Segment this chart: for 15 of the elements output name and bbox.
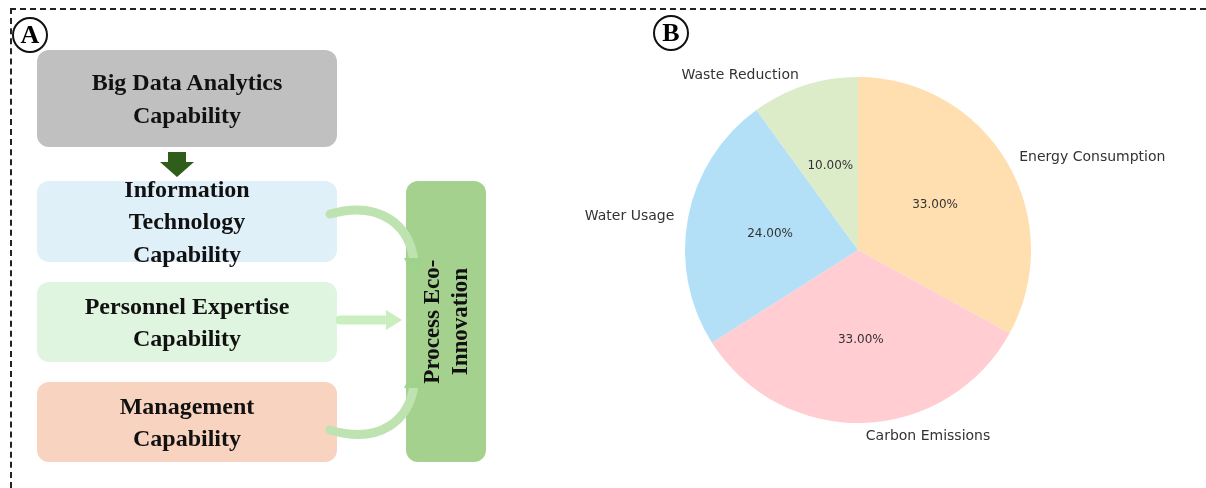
chart-title: B <box>653 15 689 51</box>
data-label: 33.00% <box>837 332 884 347</box>
text: Process Eco-Innovation <box>418 258 473 386</box>
text: Information Technology Capability <box>123 174 251 269</box>
slice-label: Water Usage <box>584 207 675 224</box>
slice-label: Waste Reduction <box>681 66 799 83</box>
text: Big Data Analytics Capability <box>90 68 284 130</box>
text: A <box>12 17 48 53</box>
slice-label: Carbon Emissions <box>865 426 991 443</box>
data-label: 10.00% <box>807 157 854 172</box>
data-label: 24.00% <box>747 226 793 241</box>
text: Management Capability <box>118 391 256 453</box>
data-label: 33.00% <box>912 197 958 212</box>
text: Personnel Expertise Capability <box>83 291 291 353</box>
slice-label: Energy Consumption <box>1019 147 1166 164</box>
